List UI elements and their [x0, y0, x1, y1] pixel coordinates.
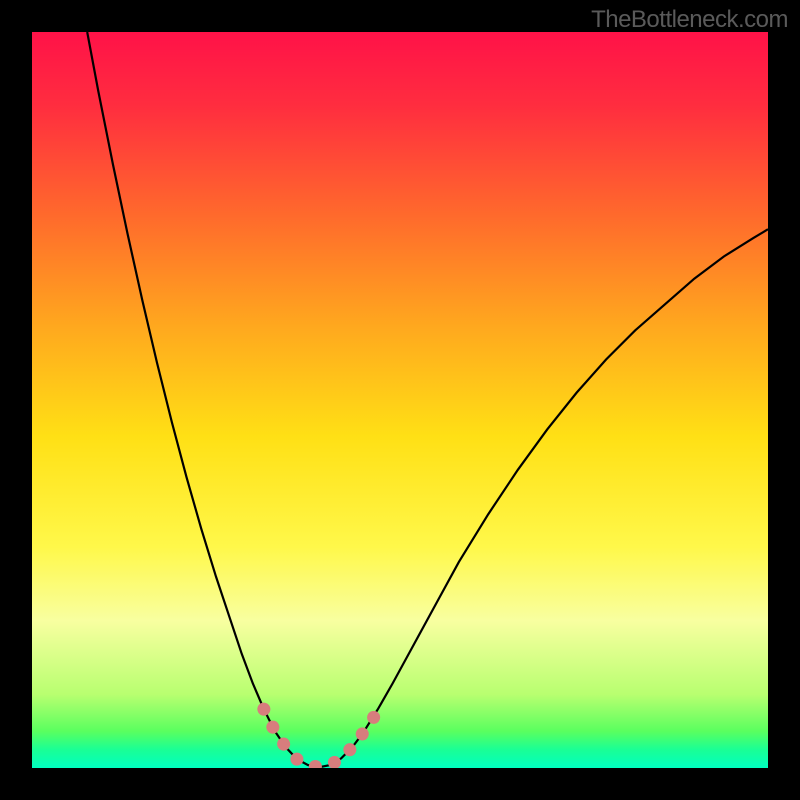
bottleneck-curve: [87, 32, 768, 767]
plot-area: [32, 32, 768, 768]
watermark-text: TheBottleneck.com: [591, 6, 788, 34]
curve-layer: [32, 32, 768, 768]
chart-root: TheBottleneck.com: [0, 0, 800, 800]
